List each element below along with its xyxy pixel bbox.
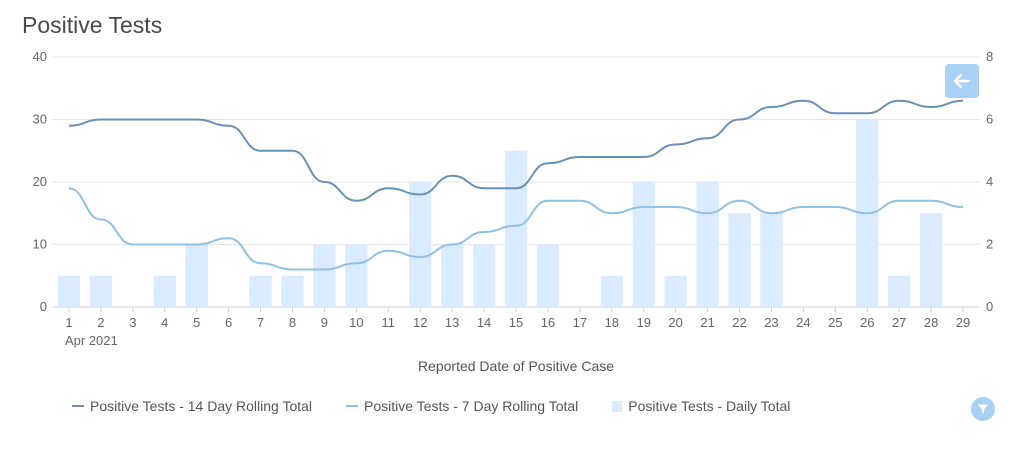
bar-daily-total [281,275,304,307]
x-tick-label: 14 [477,315,491,330]
x-tick-label: 21 [700,315,714,330]
y-right-tick-label: 6 [986,112,993,127]
x-axis-title: Reported Date of Positive Case [418,358,614,374]
x-tick-label: 7 [257,315,264,330]
x-tick-label: 24 [796,315,810,330]
bar-daily-total [249,275,272,307]
x-tick-label: 23 [764,315,778,330]
x-tick-label: 9 [321,315,328,330]
x-tick-label: 6 [225,315,232,330]
bar-daily-total [504,150,528,307]
legend-label-7-day: Positive Tests - 7 Day Rolling Total [364,398,579,414]
x-tick-label: 1 [65,315,72,330]
x-tick-label: 28 [924,315,938,330]
x-tick-label: 11 [382,315,396,330]
y-left-tick-label: 30 [33,112,47,127]
bar-daily-total [185,244,208,307]
legend-item-14-day[interactable]: Positive Tests - 14 Day Rolling Total [72,398,312,414]
bar-daily-total [887,275,911,307]
x-tick-label: 19 [636,315,650,330]
x-tick-label: 27 [892,315,906,330]
x-sub-label: Apr 2021 [65,333,118,348]
y-left-tick-label: 10 [33,237,47,252]
y-right-tick-label: 2 [986,237,993,252]
bar-daily-total [664,275,687,307]
x-tick-label: 29 [956,315,970,330]
x-tick-label: 22 [732,315,746,330]
bar-daily-total [153,275,176,307]
x-tick-label: 12 [413,315,427,330]
bar-daily-total [313,244,336,307]
line-14-day-rolling-total [68,99,964,202]
filter-button[interactable] [971,397,995,421]
chart-title: Positive Tests [22,12,163,38]
bar-daily-total [536,244,560,307]
x-tick-label: 3 [129,315,136,330]
x-tick-label: 2 [97,315,104,330]
x-tick-label: 5 [193,315,200,330]
x-tick-label: 4 [161,315,168,330]
bar-daily-total [632,182,655,307]
y-left-tick-label: 0 [40,299,47,314]
bar-daily-total [440,244,464,307]
back-button[interactable] [945,64,979,98]
x-tick-label: 13 [445,315,459,330]
y-left-tick-label: 40 [33,49,47,64]
x-tick-label: 18 [605,315,619,330]
bar-daily-total [89,275,113,307]
bar-daily-total [345,244,368,307]
legend-label-daily: Positive Tests - Daily Total [628,398,791,414]
y-right-tick-label: 0 [986,299,993,314]
arrow-left-icon [953,73,971,89]
bar-daily-total [728,213,751,307]
bar-daily-total [409,182,432,307]
bar-daily-total [696,182,719,307]
legend-item-7-day[interactable]: Positive Tests - 7 Day Rolling Total [346,398,578,414]
bar-daily-total [760,213,783,307]
y-right-tick-label: 8 [986,49,993,64]
x-tick-label: 16 [541,315,555,330]
line-7-day-rolling-total [68,187,964,271]
x-tick-label: 10 [349,315,363,330]
legend-swatch-7-day [346,405,359,407]
bar-daily-total [472,244,496,307]
x-tick-label: 15 [509,315,523,330]
y-right-tick-label: 4 [986,174,993,189]
legend-swatch-14-day [72,405,84,407]
x-tick-label: 17 [573,315,587,330]
legend-item-daily[interactable]: Positive Tests - Daily Total [612,398,790,414]
bar-daily-total [600,275,623,307]
y-left-tick-label: 20 [33,174,47,189]
bar-daily-total [57,275,81,307]
x-tick-label: 8 [289,315,296,330]
x-tick-label: 26 [860,315,874,330]
legend-label-14-day: Positive Tests - 14 Day Rolling Total [90,398,313,414]
x-tick-label: 20 [668,315,682,330]
filter-icon [978,404,988,414]
legend-swatch-daily [612,400,623,412]
legend: Positive Tests - 14 Day Rolling Total Po… [72,398,824,414]
bar-daily-total [919,213,943,307]
x-tick-label: 25 [828,315,842,330]
